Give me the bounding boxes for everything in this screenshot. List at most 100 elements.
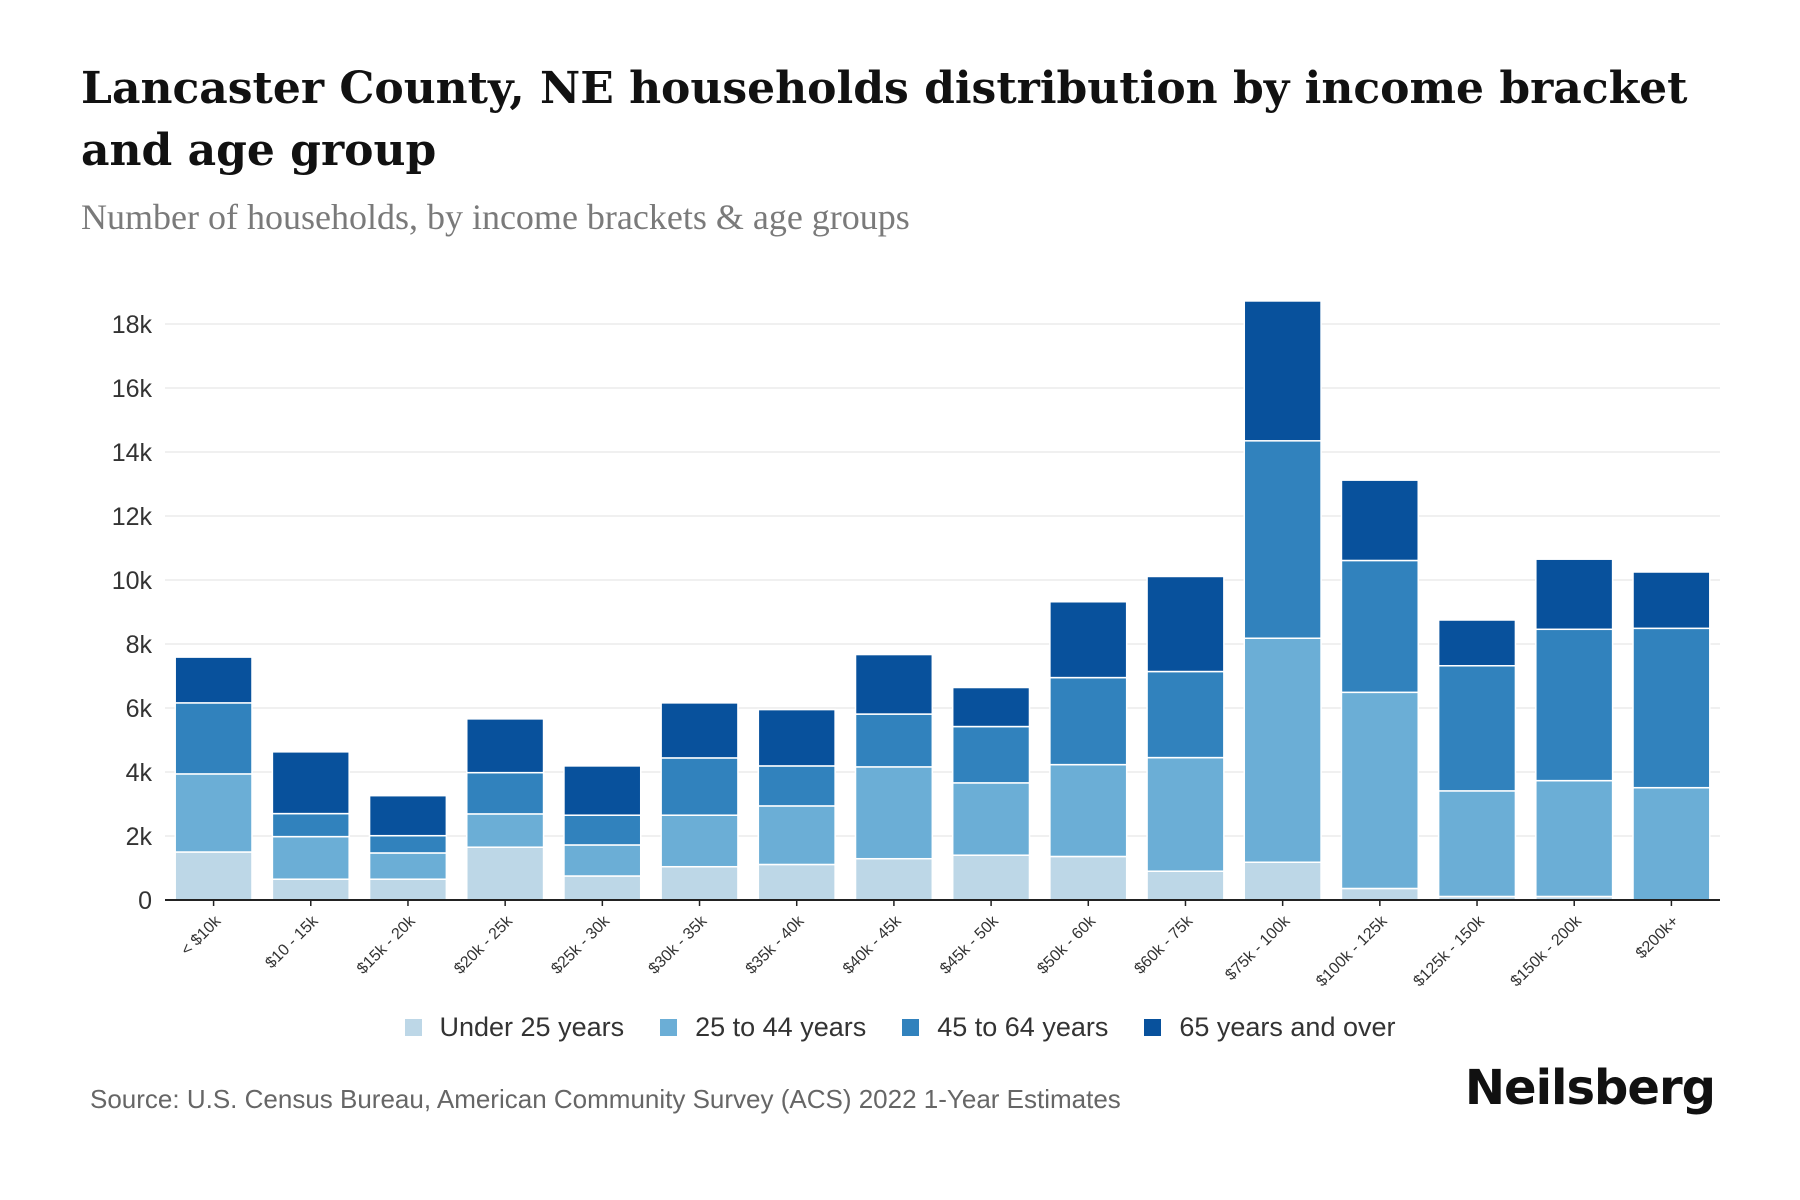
bar-segment-under-25-years[interactable] [368, 878, 448, 901]
y-tick-label: 2k [126, 823, 153, 851]
legend-item[interactable]: Under 25 years [404, 1012, 624, 1043]
legend-label: 25 to 44 years [695, 1012, 867, 1042]
bar-segment-25-to-44-years[interactable] [1049, 763, 1128, 858]
y-axis-ticks: 0 2k 4k 6k 8k 10k 12k 14k 16k 18k [112, 311, 153, 915]
bar-segment-under-25-years[interactable] [271, 878, 350, 901]
bar-segment-under-25-years[interactable] [1340, 887, 1419, 901]
bar-segment-under-25-years[interactable] [563, 875, 642, 901]
bar-segment-25-to-44-years[interactable] [757, 805, 836, 866]
bar-segment-45-to-64-years[interactable] [466, 771, 545, 815]
bar-segment-45-to-64-years[interactable] [174, 702, 253, 775]
bar-segment-25-to-44-years[interactable] [1535, 779, 1614, 898]
bar-segment-45-to-64-years[interactable] [368, 834, 448, 854]
bar-stack [951, 686, 1031, 901]
bar-segment-65-years-and-over[interactable] [368, 794, 448, 837]
legend-item[interactable]: 65 years and over [1144, 1012, 1396, 1043]
bar-stack [1535, 558, 1614, 901]
bar-stack [660, 702, 739, 901]
legend-item[interactable]: 45 to 64 years [902, 1012, 1108, 1043]
bar-segment-45-to-64-years[interactable] [757, 765, 836, 807]
x-tick-label: $100k - 125k [1313, 912, 1391, 990]
bar-segment-65-years-and-over[interactable] [1535, 558, 1614, 631]
bar-segment-65-years-and-over[interactable] [271, 751, 350, 815]
bar-segment-under-25-years[interactable] [1146, 870, 1225, 901]
bar-segment-25-to-44-years[interactable] [1146, 756, 1225, 872]
y-tick-label: 6k [126, 695, 153, 723]
bar-segment-under-25-years[interactable] [1243, 861, 1322, 901]
bar-stack [1437, 619, 1517, 901]
bar-stack [1243, 300, 1322, 901]
bar-stack [1632, 571, 1711, 901]
bar-segment-25-to-44-years[interactable] [271, 835, 350, 880]
bar-segment-45-to-64-years[interactable] [1535, 628, 1614, 782]
bar-segment-25-to-44-years[interactable] [951, 782, 1031, 856]
bar-segment-65-years-and-over[interactable] [757, 708, 836, 767]
x-tick-label: $200k+ [1633, 913, 1682, 962]
bars [174, 300, 1711, 901]
bar-segment-under-25-years[interactable] [854, 857, 934, 901]
bar-segment-under-25-years[interactable] [174, 851, 253, 901]
x-tick-label: $30k - 35k [646, 912, 712, 978]
x-tick-label: $50k - 60k [1034, 912, 1100, 978]
bar-stack [1049, 601, 1128, 901]
bar-segment-under-25-years[interactable] [660, 865, 739, 901]
x-axis-ticks: < $10k $10 - 15k $15k - 20k $20k - 25k $25k … [178, 900, 1682, 990]
bar-segment-65-years-and-over[interactable] [174, 656, 253, 704]
bar-segment-45-to-64-years[interactable] [271, 812, 350, 838]
bar-segment-25-to-44-years[interactable] [466, 813, 545, 848]
bar-segment-25-to-44-years[interactable] [368, 852, 448, 880]
y-tick-label: 18k [112, 311, 153, 339]
bar-segment-65-years-and-over[interactable] [1243, 300, 1322, 442]
bar-segment-45-to-64-years[interactable] [854, 713, 934, 768]
bar-stack [563, 765, 642, 901]
legend: Under 25 years 25 to 44 years 45 to 64 yea… [0, 1012, 1800, 1043]
bar-stack [368, 794, 448, 901]
bar-segment-45-to-64-years[interactable] [1243, 440, 1322, 639]
bar-segment-under-25-years[interactable] [951, 854, 1031, 901]
bar-segment-25-to-44-years[interactable] [1437, 790, 1517, 898]
bar-segment-45-to-64-years[interactable] [1146, 670, 1225, 759]
y-tick-label: 8k [126, 631, 153, 659]
bar-segment-45-to-64-years[interactable] [1632, 627, 1711, 789]
bar-segment-65-years-and-over[interactable] [951, 686, 1031, 728]
bar-segment-under-25-years[interactable] [1049, 855, 1128, 901]
bar-segment-25-to-44-years[interactable] [660, 814, 739, 868]
x-tick-label: < $10k [178, 912, 225, 959]
y-tick-label: 12k [112, 503, 153, 531]
bar-segment-25-to-44-years[interactable] [174, 773, 253, 853]
bar-stack [757, 708, 836, 901]
x-tick-label: $45k - 50k [937, 912, 1003, 978]
y-tick-label: 0 [138, 887, 152, 915]
bar-segment-45-to-64-years[interactable] [660, 757, 739, 816]
bar-segment-25-to-44-years[interactable] [563, 844, 642, 877]
bar-segment-65-years-and-over[interactable] [1340, 479, 1419, 562]
bar-segment-45-to-64-years[interactable] [951, 725, 1031, 784]
bar-segment-65-years-and-over[interactable] [466, 718, 545, 774]
bar-segment-65-years-and-over[interactable] [1437, 619, 1517, 667]
bar-segment-45-to-64-years[interactable] [1340, 559, 1419, 694]
bar-segment-65-years-and-over[interactable] [563, 765, 642, 816]
legend-swatch [902, 1019, 920, 1036]
bar-stack [854, 653, 934, 901]
bar-segment-under-25-years[interactable] [757, 863, 836, 901]
bar-segment-25-to-44-years[interactable] [854, 766, 934, 860]
bar-segment-45-to-64-years[interactable] [563, 814, 642, 846]
legend-swatch [660, 1019, 678, 1036]
x-tick-label: $60k - 75k [1131, 912, 1197, 978]
bar-segment-45-to-64-years[interactable] [1437, 665, 1517, 792]
bar-segment-25-to-44-years[interactable] [1340, 691, 1419, 890]
bar-segment-65-years-and-over[interactable] [1146, 575, 1225, 673]
bar-segment-65-years-and-over[interactable] [1632, 571, 1711, 630]
bar-segment-45-to-64-years[interactable] [1049, 676, 1128, 766]
bar-segment-under-25-years[interactable] [466, 846, 545, 901]
bar-segment-65-years-and-over[interactable] [1049, 601, 1128, 679]
bar-segment-65-years-and-over[interactable] [854, 653, 934, 715]
bar-segment-25-to-44-years[interactable] [1632, 786, 1711, 901]
bar-segment-65-years-and-over[interactable] [660, 702, 739, 759]
bar-stack [466, 718, 545, 901]
legend-item[interactable]: 25 to 44 years [660, 1012, 866, 1043]
bar-stack [1146, 575, 1225, 901]
bar-segment-25-to-44-years[interactable] [1243, 637, 1322, 863]
x-tick-label: $25k - 30k [548, 912, 614, 978]
y-tick-label: 16k [112, 375, 153, 403]
